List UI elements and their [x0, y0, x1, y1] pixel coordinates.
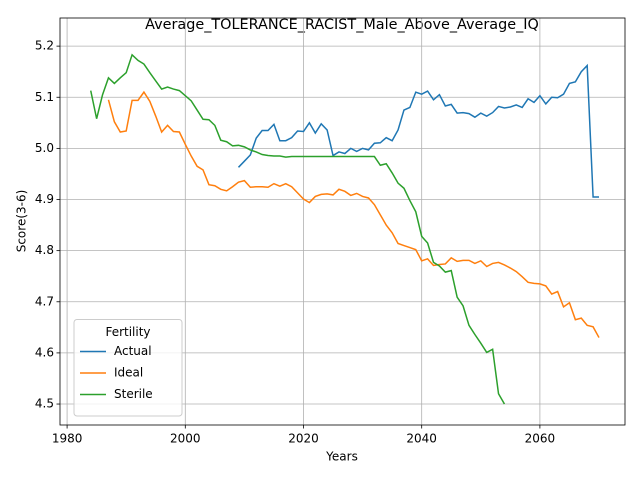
x-tick-label: 2000 — [170, 432, 201, 446]
y-tick-label: 4.6 — [35, 345, 54, 359]
legend-box — [73, 319, 183, 417]
x-tick-label: 2020 — [288, 432, 319, 446]
y-tick-label: 5.0 — [35, 141, 54, 155]
x-tick-label: 1980 — [52, 432, 83, 446]
y-tick-label: 4.9 — [35, 192, 54, 206]
legend-title: Fertility — [105, 325, 150, 339]
y-axis-label: Score(3-6) — [15, 190, 29, 253]
series-line — [89, 53, 506, 405]
chart-title: Average_TOLERANCE_RACIST_Male_Above_Aver… — [145, 17, 539, 33]
series-line — [237, 63, 599, 198]
y-tick-label: 4.7 — [35, 294, 54, 308]
legend-label: Actual — [114, 344, 152, 358]
plot-frame — [59, 17, 626, 426]
y-tick-label: 5.2 — [35, 39, 54, 53]
legend-label: Sterile — [114, 387, 153, 401]
series-line — [107, 90, 600, 338]
y-tick-label: 4.5 — [35, 397, 54, 411]
x-axis-label: Years — [325, 450, 358, 464]
x-tick-label: 2040 — [406, 432, 437, 446]
x-tick-label: 2060 — [525, 432, 556, 446]
legend-label: Ideal — [114, 366, 143, 380]
y-tick-label: 5.1 — [35, 90, 54, 104]
y-tick-label: 4.8 — [35, 243, 54, 257]
